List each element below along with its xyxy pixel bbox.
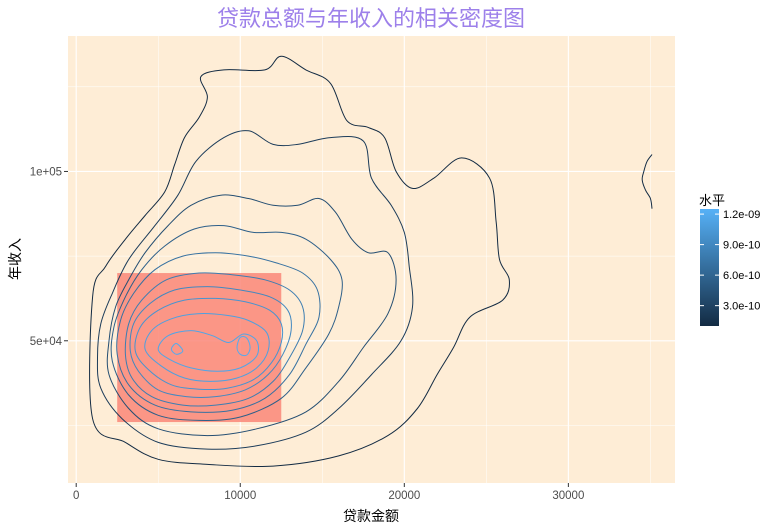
density-contour-line — [124, 272, 305, 407]
x-axis: 0 10000 20000 30000 — [73, 483, 584, 502]
y-axis-title: 年收入 — [8, 238, 24, 280]
density-contour-line — [129, 286, 292, 398]
x-axis-title: 贷款金额 — [343, 509, 399, 525]
gridlines — [68, 36, 675, 483]
x-tick-label: 0 — [73, 490, 79, 502]
density-contour-line — [110, 224, 343, 421]
density-contour-line — [641, 154, 653, 209]
legend-tick-label: 1.2e-09 — [723, 209, 760, 221]
x-tick-label: 30000 — [552, 490, 584, 502]
density-contour-line — [89, 55, 510, 468]
density-contour-line — [144, 313, 270, 382]
density-contour-line — [170, 343, 184, 355]
legend-title: 水平 — [699, 194, 725, 209]
highlight-rectangle — [117, 273, 282, 423]
legend-tick-label: 9.0e-10 — [723, 240, 760, 252]
density-contour-line — [157, 330, 259, 372]
density-contour-line — [106, 194, 397, 437]
density-contours — [89, 55, 653, 468]
x-tick-label: 20000 — [388, 490, 420, 502]
density-contour-line — [134, 297, 284, 391]
y-axis: 5e+04 1e+05 — [30, 166, 68, 348]
legend-tick-label: 6.0e-10 — [723, 270, 760, 282]
legend: 水平 3.0e-10 6.0e-10 9.0e-10 1.2e-09 — [699, 194, 760, 326]
density-contour-line — [236, 335, 251, 357]
density-contour-line — [96, 130, 414, 450]
chart-title: 贷款总额与年收入的相关密度图 — [217, 7, 525, 32]
x-tick-label: 10000 — [224, 490, 256, 502]
y-tick-label: 1e+05 — [30, 166, 62, 178]
y-tick-label: 5e+04 — [30, 336, 63, 348]
legend-colorbar — [700, 209, 719, 326]
legend-tick-label: 3.0e-10 — [723, 301, 760, 313]
density-contour-line — [116, 252, 321, 413]
